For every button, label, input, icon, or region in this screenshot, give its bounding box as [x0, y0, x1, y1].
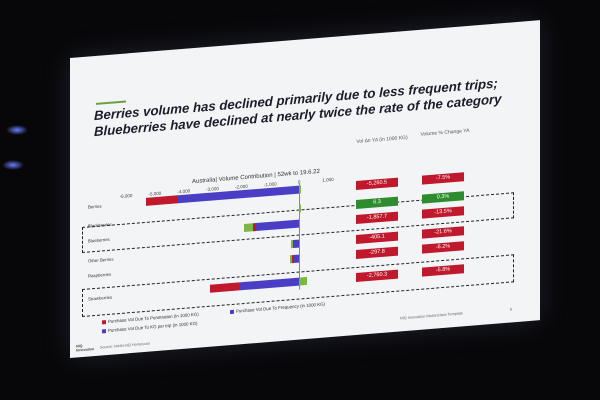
- bar-segment: [244, 223, 253, 232]
- title-accent-line: [96, 100, 126, 105]
- bar-segment: [290, 255, 293, 264]
- page-number: 6: [510, 307, 513, 312]
- bar-segment: [291, 240, 294, 249]
- category-label: Berries: [88, 203, 102, 210]
- volume-contribution-chart: [70, 20, 540, 58]
- footer-template-name: NIQ Innovation Masterclass Template: [400, 311, 464, 321]
- pct-change-value: -21.6%: [422, 226, 464, 239]
- vol-change-value: -5,260.5: [356, 177, 398, 190]
- stage-light: [2, 160, 24, 170]
- source-note: Source: NielsenIQ Homescan: [100, 341, 151, 350]
- vol-change-value: -405.1: [356, 231, 398, 244]
- niq-logo: NIQ Innovation: [76, 344, 95, 353]
- vol-change-value: -297.8: [356, 246, 398, 259]
- bar-segment: [299, 276, 308, 286]
- stage-light: [6, 125, 28, 135]
- bar-segment: [252, 223, 256, 232]
- zero-axis-line: [299, 183, 301, 290]
- pct-change-value: -6.2%: [422, 241, 464, 254]
- projected-slide: Berries volume has declined primarily du…: [70, 20, 540, 359]
- bar-segment: [293, 239, 300, 249]
- category-label: Raspberries: [88, 271, 112, 279]
- x-tick-label: 1,000: [322, 176, 334, 183]
- category-label: Other Berries: [88, 256, 114, 264]
- pct-change-value: -7.5%: [422, 172, 464, 185]
- pct-change-column-header: Volume % Change YA: [420, 127, 470, 138]
- bar-segment: [299, 204, 302, 213]
- bar-segment: [146, 195, 178, 206]
- vol-change-column-header: Vol ∆n YA (in 1000 KG): [356, 134, 408, 145]
- x-tick-label: -6,000: [119, 192, 133, 200]
- bar-segment: [293, 254, 300, 264]
- bar-segment: [299, 185, 302, 194]
